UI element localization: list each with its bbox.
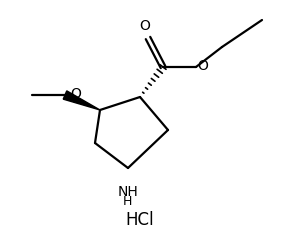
Text: O: O bbox=[197, 59, 208, 73]
Text: HCl: HCl bbox=[126, 211, 154, 229]
Polygon shape bbox=[63, 91, 100, 110]
Text: H: H bbox=[122, 195, 132, 208]
Text: O: O bbox=[140, 19, 150, 33]
Text: O: O bbox=[70, 87, 81, 101]
Text: NH: NH bbox=[118, 185, 138, 199]
